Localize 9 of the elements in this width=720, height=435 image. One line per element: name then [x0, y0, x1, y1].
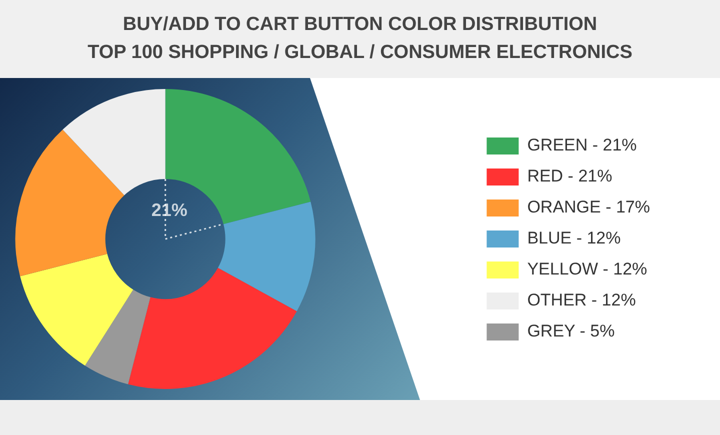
text: 21%	[151, 200, 188, 220]
legend-label: BLUE - 12%	[527, 228, 621, 248]
legend-label: RED - 21%	[527, 166, 612, 186]
legend-label: GREY - 5%	[527, 322, 615, 341]
chart-title: BUY/ADD TO CART BUTTON COLOR DISTRIBUTION TOP 100 SHOPPING / GLOBAL / CONSUMER ELECTRONICS	[88, 13, 632, 65]
legend-label: ORANGE - 17%	[527, 198, 650, 217]
legend-label: YELLOW - 12%	[527, 260, 648, 279]
legend-label: GREEN - 21%	[527, 136, 637, 155]
legend-label: OTHER - 12%	[527, 290, 636, 310]
